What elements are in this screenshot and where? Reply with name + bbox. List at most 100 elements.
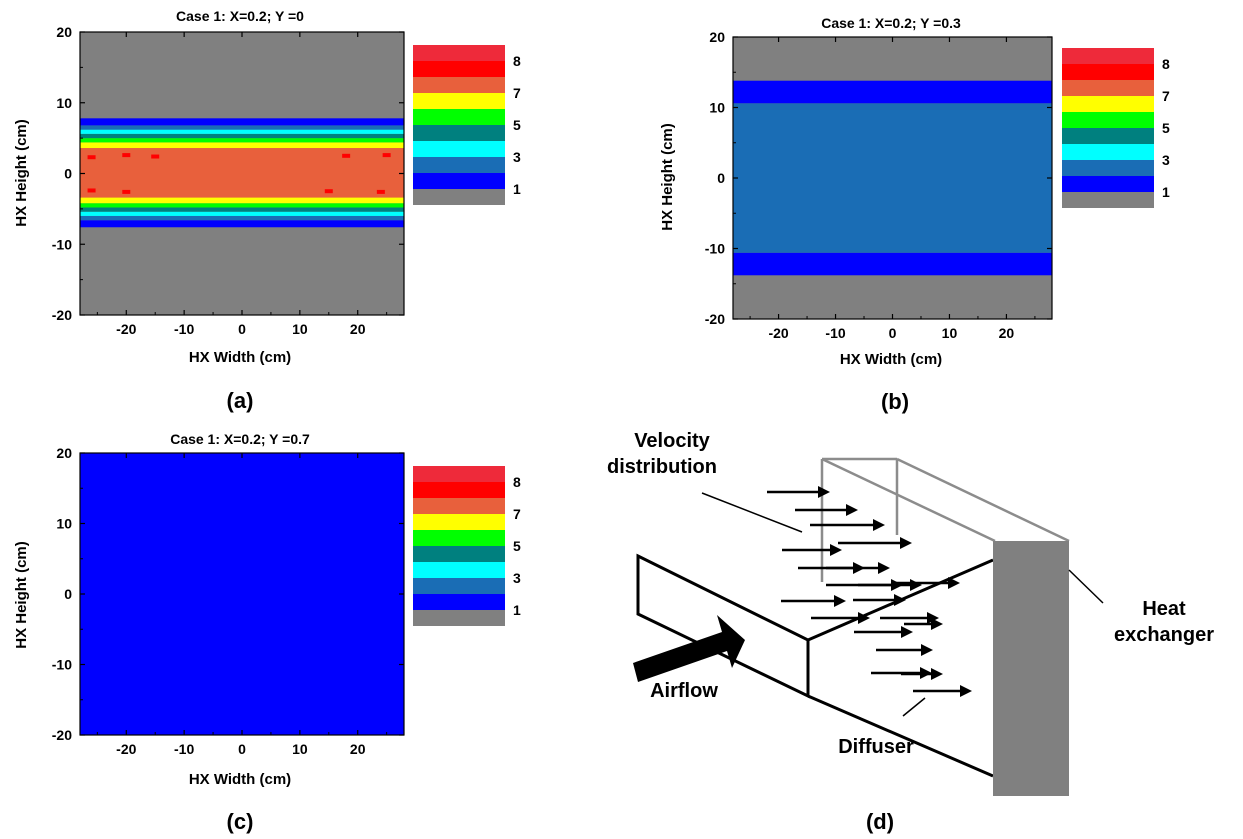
velocity-arrow-head	[900, 537, 912, 549]
x-tick-label: 20	[350, 741, 366, 757]
panel-label-d: (d)	[866, 809, 894, 834]
y-tick-label: 0	[64, 166, 72, 182]
x-tick-label: -20	[116, 321, 136, 337]
color-legend: 8 7 5 3 1	[1062, 48, 1170, 208]
x-tick-label: 10	[292, 321, 308, 337]
airflow-label: Airflow	[650, 680, 718, 702]
legend-swatch	[413, 141, 505, 157]
panel-label-a: (a)	[227, 388, 254, 413]
velocity-leader-line	[701, 492, 803, 533]
heatmap-band	[80, 125, 404, 130]
heatmap-band	[80, 220, 404, 228]
legend-swatch	[1062, 96, 1154, 112]
legend-label: 1	[513, 181, 521, 197]
heat-exchanger-label-line1: Heat	[1142, 598, 1186, 620]
legend-label: 7	[513, 85, 521, 101]
y-tick-label: 0	[717, 170, 725, 186]
legend-label: 8	[513, 474, 521, 490]
diffuser-bottom-edge	[807, 694, 994, 778]
color-legend: 8 7 5 3 1	[413, 45, 521, 205]
legend-label: 8	[513, 53, 521, 69]
velocity-arrow-head	[818, 486, 830, 498]
heatmap-band	[80, 138, 404, 143]
legend-label: 1	[1162, 184, 1170, 200]
heatmap-area	[80, 453, 404, 735]
axes: -20 -10 0 10 20 -20 -10 0 10 20	[52, 445, 405, 757]
axes: -20 -10 0 10 20 -20 -10 0 10 20	[705, 29, 1053, 341]
legend-label: 5	[1162, 120, 1170, 136]
velocity-arrow-head	[948, 577, 960, 589]
heatmap-band	[80, 215, 404, 221]
x-tick-label: -10	[825, 325, 845, 341]
heatmap-band	[733, 252, 1052, 276]
velocity-arrow-head	[894, 594, 906, 606]
heatmap-speck	[122, 189, 131, 194]
heatmap-band	[80, 207, 404, 212]
y-tick-label: -20	[705, 311, 725, 327]
heatmap-speck	[382, 153, 391, 158]
legend-swatch	[413, 610, 505, 626]
heatmap-speck	[151, 154, 160, 159]
heatmap-band	[80, 211, 404, 216]
axes: -20 -10 0 10 20 -20 -10 0 10 20	[52, 24, 405, 337]
legend-swatch	[413, 125, 505, 141]
legend-label: 8	[1162, 56, 1170, 72]
x-axis-label: HX Width (cm)	[189, 349, 291, 366]
legend-swatch	[413, 498, 505, 514]
y-tick-label: 0	[64, 586, 72, 602]
velocity-arrow-head	[910, 579, 922, 591]
heatmap-band	[80, 133, 404, 139]
panel-label-c: (c)	[227, 809, 254, 834]
legend-swatch	[413, 109, 505, 125]
chart-title: Case 1: X=0.2; Y =0	[176, 8, 304, 24]
heatmap-band	[80, 197, 404, 204]
heatmap-band	[80, 118, 404, 126]
legend-label: 3	[513, 570, 521, 586]
legend-swatch	[1062, 48, 1154, 64]
legend-swatch	[1062, 80, 1154, 96]
heatmap-speck	[342, 153, 351, 158]
x-tick-label: 20	[999, 325, 1015, 341]
y-axis-label: HX Height (cm)	[659, 123, 676, 231]
legend-swatch	[413, 157, 505, 173]
heatmap-band	[80, 142, 404, 149]
heatmap-area	[733, 37, 1052, 319]
velocity-arrow-head	[858, 612, 870, 624]
x-tick-label: -10	[174, 741, 194, 757]
chart-panel-c: Case 1: X=0.2; Y =0.7 -20 -10 0 10 20 -20 -10 0…	[13, 431, 521, 834]
legend-swatch	[1062, 192, 1154, 208]
x-tick-label: -20	[768, 325, 788, 341]
velocity-arrow-head	[846, 504, 858, 516]
y-axis-label: HX Height (cm)	[13, 119, 30, 227]
x-tick-label: 10	[942, 325, 958, 341]
x-axis-label: HX Width (cm)	[840, 351, 942, 368]
y-tick-label: 10	[56, 516, 72, 532]
chart-title: Case 1: X=0.2; Y =0.3	[821, 15, 961, 31]
x-tick-label: 20	[350, 321, 366, 337]
chart-panel-b: Case 1: X=0.2; Y =0.3 -20 -10 0 10 20 -20 -10 0…	[659, 15, 1170, 414]
heatmap-speck	[376, 189, 385, 194]
heat-exchanger-label-line2: exchanger	[1114, 624, 1214, 646]
diffuser-leader-line	[902, 697, 926, 717]
y-tick-label: -10	[52, 236, 72, 252]
x-tick-label: -10	[174, 321, 194, 337]
x-tick-label: 0	[889, 325, 897, 341]
heatmap-band	[80, 203, 404, 208]
legend-swatch	[413, 530, 505, 546]
x-axis-label: HX Width (cm)	[189, 771, 291, 788]
legend-swatch	[1062, 160, 1154, 176]
y-tick-label: 10	[709, 100, 725, 116]
velocity-arrow-head	[931, 618, 943, 630]
heatmap-speck	[87, 188, 96, 193]
chart-title: Case 1: X=0.2; Y =0.7	[170, 431, 310, 447]
diffuser-schematic: Velocity distribution Heat exchanger Air…	[607, 430, 1214, 834]
heatmap-speck	[122, 153, 131, 158]
velocity-arrow-head	[830, 544, 842, 556]
y-tick-label: -20	[52, 727, 72, 743]
y-tick-label: -20	[52, 307, 72, 323]
velocity-arrows	[767, 486, 972, 697]
heatmap-background	[80, 453, 404, 735]
legend-swatch	[413, 514, 505, 530]
y-tick-label: 20	[56, 24, 72, 40]
velocity-arrow-head	[960, 685, 972, 697]
